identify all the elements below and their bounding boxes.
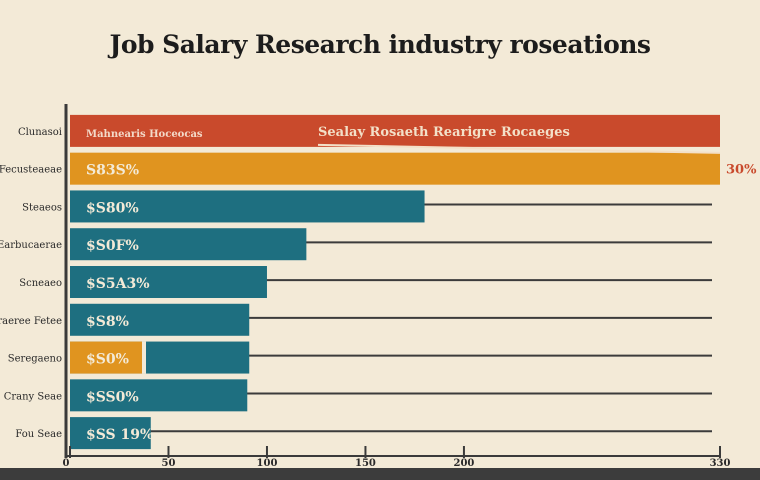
chart-title: Job Salary Research industry roseations (109, 30, 651, 59)
x-tick-label: 0 (63, 458, 70, 469)
category-label: Earbucaerae (0, 240, 62, 251)
bottom-strip (0, 468, 760, 480)
category-label: Clunasoi (18, 127, 62, 138)
category-label: Sporaeree Fetee (0, 316, 62, 327)
top-bar-accent-line (317, 143, 721, 154)
bar (70, 152, 720, 185)
bar-value-label: $S0F% (86, 238, 139, 254)
bar-value-label: S83S% (86, 163, 139, 179)
bar-value-label: $S0% (86, 352, 129, 368)
category-label: Steaeos (22, 202, 62, 213)
category-label: Scneaeo (19, 278, 62, 289)
bar-value-label: $S8% (86, 314, 129, 330)
x-tick-label: 150 (355, 458, 376, 469)
category-label: Crany Seae (4, 391, 62, 402)
bar-value-label: Mahnearis Hoceocas (86, 129, 203, 140)
top-bar-inner-label: Sealay Rosaeth Rearigre Rocaeges (318, 125, 570, 140)
category-label: Fou Seae (15, 429, 62, 440)
bar (70, 114, 720, 147)
category-label: Seregaeno (8, 354, 62, 365)
bar (70, 266, 267, 298)
bar (70, 190, 425, 223)
x-tick-label: 50 (162, 458, 176, 469)
x-tick-label: 100 (257, 458, 278, 469)
x-tick-label: 330 (710, 458, 731, 469)
bar-value-label: $SS 19% (86, 427, 153, 443)
bar-gap (142, 341, 146, 374)
bar (70, 417, 151, 450)
bar (70, 228, 307, 261)
category-label: Fecusteaeae (0, 165, 62, 176)
bar (70, 379, 248, 412)
bar-segment-highlight (70, 341, 142, 374)
bar-value-label: $S80% (86, 200, 139, 216)
bar-value-label: $SS0% (86, 389, 139, 405)
end-value-label: 30% (726, 163, 757, 178)
bar (70, 303, 250, 336)
bar-value-label: $S5A3% (86, 276, 150, 292)
x-tick-label: 200 (454, 458, 475, 469)
